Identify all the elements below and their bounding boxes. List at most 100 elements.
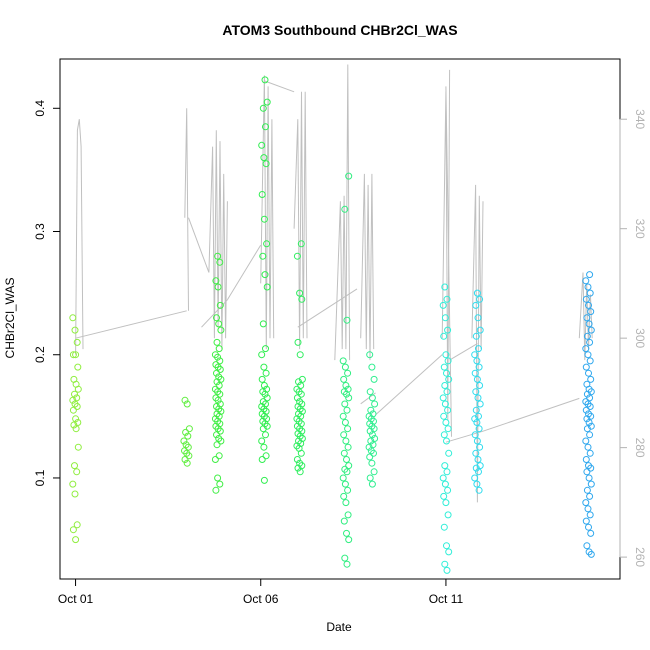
data-point xyxy=(180,437,188,445)
data-point xyxy=(440,363,448,371)
data-point xyxy=(296,289,304,297)
data-point xyxy=(260,154,268,162)
data-point xyxy=(69,526,77,534)
data-point xyxy=(472,449,480,457)
data-point xyxy=(72,536,80,544)
data-point xyxy=(587,464,595,472)
data-point xyxy=(582,345,590,353)
data-point xyxy=(296,425,304,433)
data-point xyxy=(344,443,352,451)
data-point xyxy=(471,415,479,423)
data-point xyxy=(441,283,449,291)
data-point xyxy=(71,326,79,334)
data-point xyxy=(366,474,374,482)
data-point xyxy=(583,415,591,423)
data-point xyxy=(341,554,349,562)
data-point xyxy=(368,363,376,371)
data-point xyxy=(443,295,451,303)
data-point xyxy=(440,523,448,531)
data-point xyxy=(341,400,349,408)
data-point xyxy=(339,474,347,482)
data-point xyxy=(476,443,484,451)
data-point xyxy=(587,550,595,558)
data-point xyxy=(216,366,224,373)
data-point xyxy=(296,468,304,476)
data-point xyxy=(216,301,224,309)
data-point xyxy=(258,456,266,463)
data-point xyxy=(259,320,267,328)
data-point xyxy=(295,378,302,386)
data-point xyxy=(344,425,352,433)
data-point xyxy=(185,425,193,433)
data-point xyxy=(368,431,376,439)
series-line-segment xyxy=(445,430,484,443)
data-point xyxy=(261,390,269,398)
data-point xyxy=(216,357,224,365)
data-point xyxy=(472,301,480,309)
data-point xyxy=(341,205,349,213)
chart-title: ATOM3 Southbound CHBr2Cl_WAS xyxy=(222,22,457,38)
data-point xyxy=(72,415,80,423)
data-point xyxy=(70,421,78,429)
series-line-segment xyxy=(360,173,375,361)
data-point xyxy=(215,382,223,389)
data-point xyxy=(441,382,449,389)
series-line-segment xyxy=(449,343,478,361)
series-line-segment xyxy=(471,184,484,503)
data-point xyxy=(366,453,374,461)
data-point xyxy=(586,338,594,346)
data-point xyxy=(262,123,269,131)
data-point xyxy=(181,456,189,463)
data-point xyxy=(211,456,219,463)
data-point xyxy=(343,390,350,398)
data-point xyxy=(295,417,303,425)
x-tick-label: Oct 06 xyxy=(243,592,279,606)
data-point xyxy=(444,425,452,433)
data-point xyxy=(297,449,305,457)
data-point xyxy=(365,443,373,451)
data-point xyxy=(214,283,222,291)
data-point xyxy=(367,406,375,414)
data-point xyxy=(583,314,591,322)
data-point xyxy=(212,277,220,285)
data-point xyxy=(366,427,374,435)
data-point xyxy=(262,369,270,377)
data-point xyxy=(341,363,349,371)
data-point xyxy=(440,332,448,340)
data-point xyxy=(442,499,450,507)
data-point xyxy=(214,252,222,260)
data-point xyxy=(445,375,453,383)
data-point xyxy=(473,357,481,365)
data-point xyxy=(259,425,267,433)
data-point xyxy=(260,382,268,389)
data-point xyxy=(475,345,482,353)
y2-axis: 260 280 300 320 340 xyxy=(619,109,647,567)
data-point xyxy=(371,400,379,408)
data-point xyxy=(444,486,452,494)
data-point xyxy=(586,431,594,439)
data-point xyxy=(343,456,350,463)
data-point xyxy=(366,388,374,396)
data-point xyxy=(444,357,452,365)
data-point xyxy=(72,351,80,359)
data-point xyxy=(439,474,447,482)
data-point xyxy=(339,357,347,365)
data-point xyxy=(215,405,223,413)
data-point xyxy=(441,480,449,488)
data-point xyxy=(262,160,270,168)
data-point xyxy=(296,459,304,467)
data-point xyxy=(212,486,220,494)
data-point xyxy=(345,394,353,402)
data-point xyxy=(342,499,350,507)
secondary-series-lines xyxy=(75,64,593,503)
data-point xyxy=(215,345,223,353)
data-point xyxy=(214,417,222,425)
data-point xyxy=(215,320,223,328)
data-point xyxy=(260,215,268,223)
data-point xyxy=(258,410,266,418)
data-point xyxy=(587,375,595,383)
data-point xyxy=(587,529,595,537)
data-point xyxy=(263,283,271,291)
data-point xyxy=(345,462,353,470)
data-point xyxy=(258,351,266,359)
